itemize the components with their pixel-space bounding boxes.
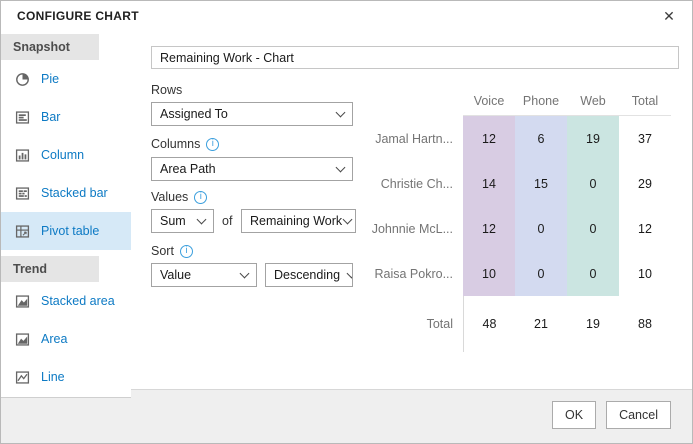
pivot-cell: 19 <box>567 116 619 161</box>
pivot-row-label: Jamal Hartn... <box>375 131 453 146</box>
pivot-corner-cell <box>382 86 463 116</box>
rows-dropdown[interactable]: Assigned To <box>151 102 353 126</box>
pivot-cell: 0 <box>515 206 567 251</box>
column-chart-icon <box>15 148 30 163</box>
rows-label: Rows <box>151 83 183 97</box>
info-icon[interactable]: i <box>179 244 193 258</box>
columns-label: Columns i <box>151 137 220 151</box>
chevron-down-icon <box>239 268 250 278</box>
pivot-table-preview: Voice Phone Web Total Jamal Hartn... 12 … <box>371 86 671 352</box>
sidebar-item-line[interactable]: Line <box>1 358 131 396</box>
sidebar-item-area[interactable]: Area <box>1 320 131 358</box>
sort-direction-dropdown[interactable]: Descending <box>265 263 353 287</box>
pivot-cell: 14 <box>463 161 515 206</box>
pivot-row-label: Johnnie McL... <box>371 221 453 236</box>
pivot-row-label: Christie Ch... <box>380 176 453 191</box>
sidebar-item-label: Pie <box>41 72 60 86</box>
dialog-title: CONFIGURE CHART <box>17 9 139 23</box>
chevron-down-icon <box>335 162 346 172</box>
pivot-cell: 12 <box>463 116 515 161</box>
area-chart-icon <box>15 332 30 347</box>
stacked-area-chart-icon <box>15 294 30 309</box>
value-field-dropdown[interactable]: Remaining Work <box>241 209 356 233</box>
pivot-row-total-cell: 12 <box>638 221 652 236</box>
sidebar-item-bar[interactable]: Bar <box>1 98 131 136</box>
sidebar-item-label: Area <box>41 332 68 346</box>
aggregation-dropdown[interactable]: Sum <box>151 209 214 233</box>
pivot-row-total-cell: 29 <box>638 176 652 191</box>
chart-name-input[interactable] <box>151 46 679 69</box>
values-label: Values i <box>151 190 208 204</box>
pivot-cell: 0 <box>567 161 619 206</box>
close-icon[interactable]: ✕ <box>663 8 675 24</box>
pivot-grand-total-cell: 48 <box>463 296 515 352</box>
pivot-row-total-cell: 37 <box>638 131 652 146</box>
cancel-button[interactable]: Cancel <box>606 401 671 429</box>
pivot-grand-total-cell: 88 <box>638 317 652 331</box>
sidebar-item-label: Column <box>41 148 85 162</box>
line-chart-icon <box>15 370 30 385</box>
stacked-bar-chart-icon <box>15 186 30 201</box>
pivot-cell: 0 <box>567 206 619 251</box>
sort-label: Sort i <box>151 244 193 258</box>
sidebar-item-pivot-table[interactable]: Pivot table <box>1 212 131 250</box>
pivot-row-label: Raisa Pokro... <box>374 266 453 281</box>
sidebar-section-snapshot: Snapshot <box>1 34 99 60</box>
sidebar-item-stacked-bar[interactable]: Stacked bar <box>1 174 131 212</box>
title-bar: CONFIGURE CHART ✕ <box>1 1 692 32</box>
sidebar-item-column[interactable]: Column <box>1 136 131 174</box>
pivot-grand-total-cell: 19 <box>586 317 600 331</box>
chevron-down-icon <box>342 214 353 224</box>
pivot-column-header: Voice <box>463 86 515 116</box>
sidebar-item-label: Line <box>41 370 65 384</box>
aggregation-dropdown-value: Sum <box>160 214 186 228</box>
sidebar-item-label: Pivot table <box>41 224 100 238</box>
ok-button[interactable]: OK <box>552 401 597 429</box>
chevron-down-icon <box>346 268 352 278</box>
pivot-column-header: Phone <box>515 86 567 116</box>
pivot-row-total-cell: 10 <box>638 266 652 281</box>
sidebar-item-pie[interactable]: Pie <box>1 60 131 98</box>
dialog-footer: OK Cancel <box>1 389 692 443</box>
sidebar-item-label: Stacked area <box>41 294 115 308</box>
rows-dropdown-value: Assigned To <box>160 107 228 121</box>
sidebar-item-label: Bar <box>41 110 61 124</box>
sort-direction-dropdown-value: Descending <box>274 268 341 282</box>
of-label: of <box>222 214 233 228</box>
pivot-grand-total-cell: 21 <box>534 317 548 331</box>
sort-by-dropdown-value: Value <box>160 268 192 282</box>
chevron-down-icon <box>335 107 346 117</box>
pivot-cell: 12 <box>463 206 515 251</box>
chart-type-sidebar: Snapshot Pie Bar Column Stacked bar <box>1 32 131 398</box>
sort-by-dropdown[interactable]: Value <box>151 263 257 287</box>
sidebar-section-trend: Trend <box>1 256 99 282</box>
sidebar-item-stacked-area[interactable]: Stacked area <box>1 282 131 320</box>
pivot-total-row-label: Total <box>426 317 453 331</box>
pivot-cell: 0 <box>515 251 567 296</box>
pivot-cell: 0 <box>567 251 619 296</box>
pivot-cell: 15 <box>515 161 567 206</box>
pivot-cell: 10 <box>463 251 515 296</box>
bar-chart-icon <box>15 110 30 125</box>
info-icon[interactable]: i <box>194 190 208 204</box>
pivot-table-icon <box>15 224 30 239</box>
pie-chart-icon <box>15 72 30 87</box>
sidebar-item-label: Stacked bar <box>41 186 108 200</box>
pivot-column-header: Web <box>567 86 619 116</box>
pivot-cell: 6 <box>515 116 567 161</box>
info-icon[interactable]: i <box>206 137 220 151</box>
value-field-dropdown-value: Remaining Work <box>250 214 343 228</box>
pivot-column-header: Total <box>619 86 671 116</box>
columns-dropdown[interactable]: Area Path <box>151 157 353 181</box>
chevron-down-icon <box>196 214 207 224</box>
columns-dropdown-value: Area Path <box>160 162 216 176</box>
